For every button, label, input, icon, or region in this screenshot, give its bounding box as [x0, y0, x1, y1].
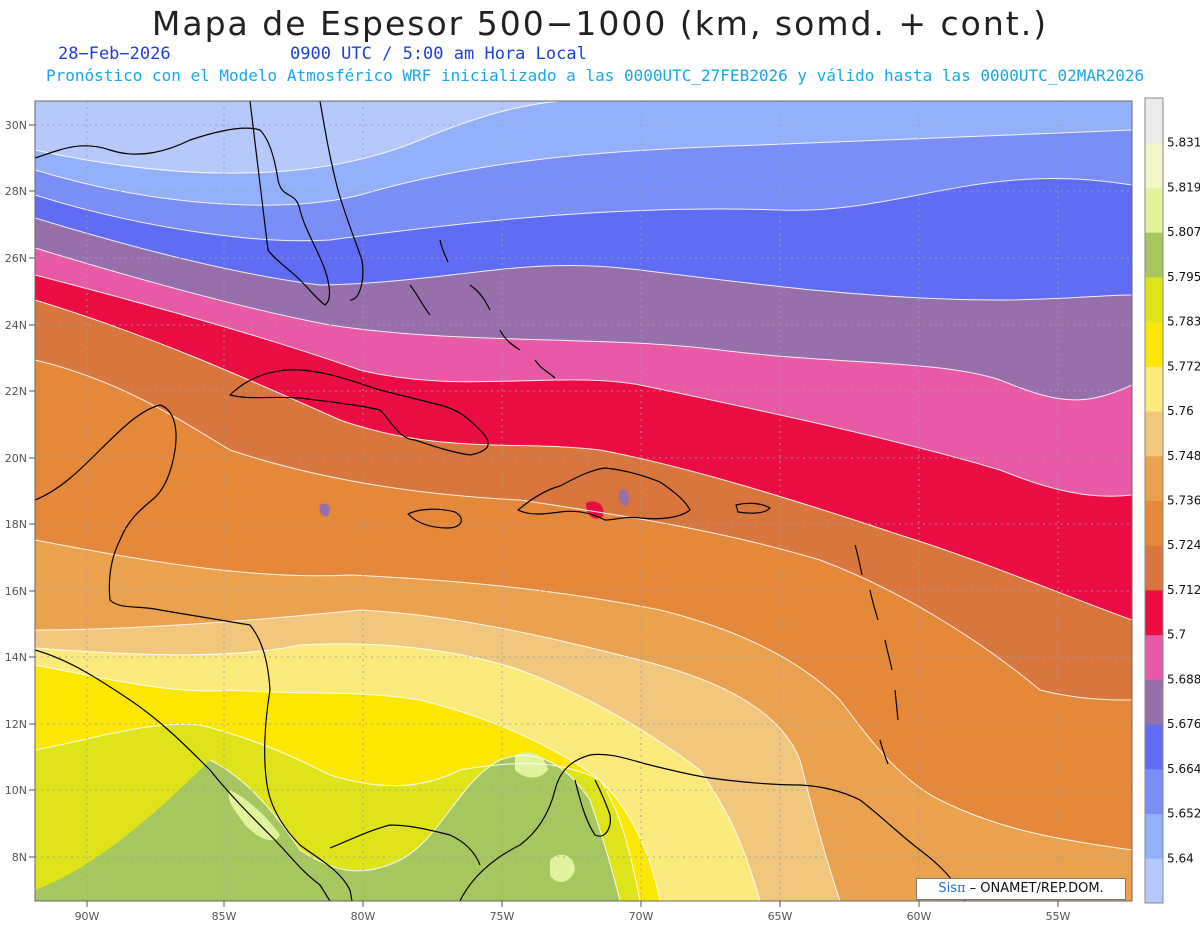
coastline-jamaica [407, 508, 462, 529]
colorbar-swatch [1145, 634, 1163, 680]
colorbar-level-label: 5.772 [1167, 359, 1200, 373]
colorbar: 5.64 5.652 5.664 5.676 5.688 5.7 5.712 5.724 5.7… [1144, 97, 1200, 904]
lat-tick-label: 24N [5, 319, 27, 332]
colorbar-level-label: 5.76 [1167, 404, 1194, 418]
colorbar-level-label: 5.831 [1167, 136, 1200, 150]
colorbar-level-label: 5.712 [1167, 583, 1200, 597]
model-description: Pronóstico con el Modelo Atmosférico WRF… [46, 66, 1145, 85]
lat-tick-label: 28N [5, 185, 27, 198]
colorbar-swatch [1145, 276, 1163, 323]
thickness-fill-bands [35, 101, 1132, 901]
thickness-contours [35, 101, 1132, 901]
lat-tick-label: 30N [5, 119, 27, 132]
credit-sis: Sis [938, 881, 957, 896]
colorbar-swatch [1145, 545, 1163, 591]
colorbar-swatch [1145, 500, 1163, 546]
coastline-yucatan [35, 404, 353, 901]
credit-pi-symbol: π [956, 881, 966, 896]
colorbar-frame [1144, 97, 1164, 904]
colorbar-labels: 5.64 5.652 5.664 5.676 5.688 5.7 5.712 5.724 5.7… [1167, 136, 1200, 866]
coastline-hispaniola [517, 467, 691, 521]
colorbar-level-label: 5.748 [1167, 449, 1200, 463]
colorbar-swatch [1145, 321, 1163, 367]
coastline-panama [329, 824, 481, 866]
map-title: Mapa de Espesor 500−1000 (km, somd. + co… [151, 4, 1049, 43]
colorbar-level-label: 5.664 [1167, 762, 1200, 776]
colorbar-swatch [1145, 98, 1163, 144]
band-5-807 [228, 752, 575, 882]
band-5-795 [35, 755, 620, 901]
colorbar-swatch [1145, 366, 1163, 412]
colorbar-level-label: 5.795 [1167, 270, 1200, 284]
colorbar-level-label: 5.688 [1167, 672, 1200, 686]
lon-tick-label: 90W [75, 910, 100, 923]
colorbar-level-label: 5.676 [1167, 717, 1200, 731]
colorbar-swatch [1145, 142, 1163, 188]
colorbar-level-label: 5.736 [1167, 494, 1200, 508]
lat-tick-label: 16N [5, 585, 27, 598]
forecast-date: 28−Feb−2026 [58, 44, 171, 64]
colorbar-swatch [1145, 455, 1163, 501]
lat-tick-label: 8N [12, 851, 27, 864]
colorbar-swatch [1145, 679, 1163, 725]
colorbar-level-label: 5.7 [1167, 628, 1186, 642]
colorbar-swatch [1145, 724, 1163, 770]
lon-tick-label: 55W [1046, 910, 1071, 923]
lon-tick-label: 80W [351, 910, 376, 923]
lon-tick-label: 85W [212, 910, 237, 923]
latitude-ticks: 30N 28N 26N 24N 22N 20N 18N 16N 14N 12N 10N 8N [5, 119, 35, 864]
coastlines [35, 101, 966, 901]
colorbar-level-label: 5.819 [1167, 180, 1200, 194]
coastline-cuba [229, 369, 489, 456]
lat-tick-label: 10N [5, 784, 27, 797]
lat-tick-label: 26N [5, 252, 27, 265]
coastline-bahamas [409, 239, 556, 379]
coastline-central-america-pacific [35, 649, 331, 901]
coastline-south-america [459, 753, 966, 901]
colorbar-swatch [1145, 589, 1163, 636]
lon-tick-label: 75W [490, 910, 515, 923]
lat-tick-label: 14N [5, 651, 27, 664]
coastline-maracaibo [574, 779, 611, 837]
map-gridlines [35, 101, 1132, 901]
lon-tick-label: 65W [768, 910, 793, 923]
colorbar-level-label: 5.783 [1167, 315, 1200, 329]
colorbar-swatch [1145, 813, 1163, 859]
colorbar-level-label: 5.724 [1167, 538, 1200, 552]
credit-box: Sisπ – ONAMET/REP.DOM. [916, 878, 1126, 900]
lat-tick-label: 22N [5, 385, 27, 398]
colorbar-swatch [1145, 858, 1163, 904]
lon-tick-label: 70W [629, 910, 654, 923]
lat-tick-label: 20N [5, 452, 27, 465]
lon-tick-label: 60W [907, 910, 932, 923]
lat-tick-label: 12N [5, 718, 27, 731]
colorbar-level-label: 5.652 [1167, 807, 1200, 821]
plot-frame [34, 100, 1133, 902]
longitude-ticks: 90W 85W 80W 75W 70W 65W 60W 55W [75, 901, 1071, 923]
colorbar-swatch [1145, 768, 1163, 815]
colorbar-level-label: 5.807 [1167, 225, 1200, 239]
coastline-puerto-rico [735, 502, 771, 514]
colorbar-swatches [1145, 98, 1163, 904]
colorbar-level-label: 5.64 [1167, 851, 1194, 865]
coastline-florida-east [319, 101, 364, 301]
coastline-florida [35, 101, 331, 306]
colorbar-swatch [1145, 187, 1163, 233]
lat-tick-label: 18N [5, 518, 27, 531]
coastline-lesser-antilles [854, 544, 899, 765]
forecast-time: 0900 UTC / 5:00 am Hora Local [290, 44, 587, 64]
colorbar-swatch [1145, 232, 1163, 278]
colorbar-swatch [1145, 411, 1163, 457]
credit-text: – ONAMET/REP.DOM. [965, 881, 1104, 896]
